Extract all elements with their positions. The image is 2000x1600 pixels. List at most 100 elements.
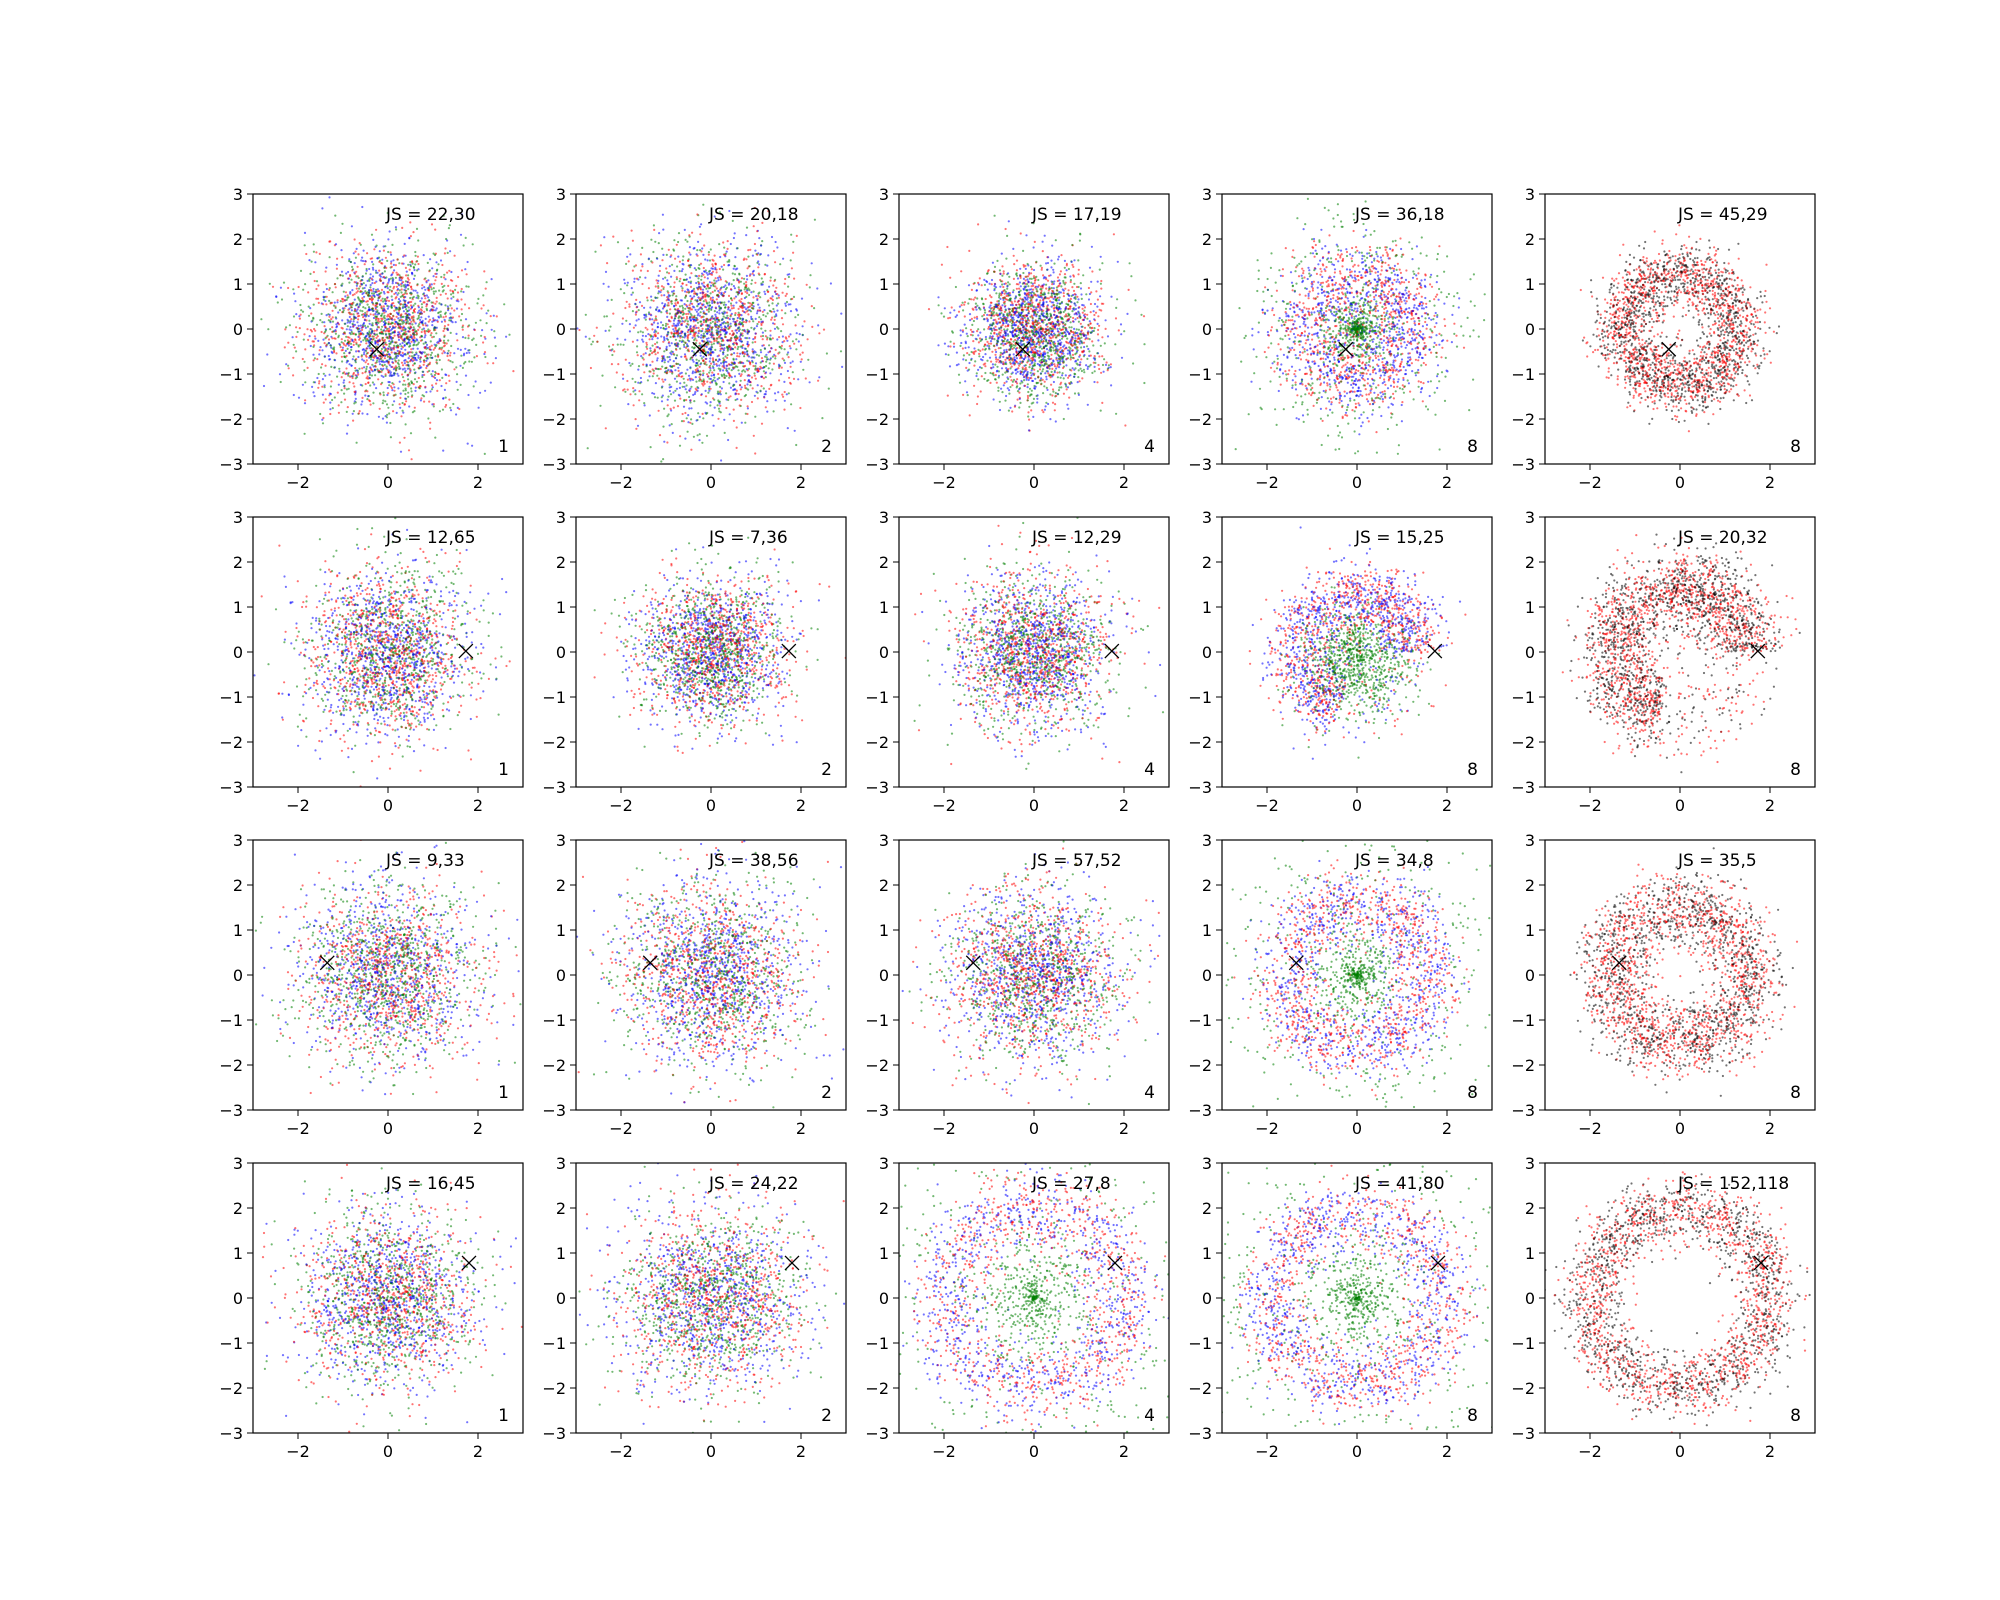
scatter-point <box>313 395 316 398</box>
scatter-point <box>494 357 497 360</box>
scatter-point <box>378 292 381 295</box>
scatter-point <box>709 352 713 355</box>
scatter-point <box>704 320 708 323</box>
scatter-point <box>652 224 656 227</box>
scatter-point <box>713 339 716 343</box>
scatter-point <box>668 299 671 302</box>
scatter-point <box>416 291 419 294</box>
scatter-point <box>341 372 345 375</box>
scatter-point <box>734 256 737 259</box>
scatter-point <box>368 267 371 271</box>
scatter-point <box>623 282 627 285</box>
scatter-point <box>724 326 727 329</box>
scatter-point <box>362 316 365 319</box>
scatter-point <box>393 334 396 337</box>
scatter-point <box>694 308 697 311</box>
scatter-point <box>387 323 390 326</box>
scatter-point <box>709 284 713 287</box>
scatter-point <box>693 400 696 403</box>
scatter-point <box>622 343 625 346</box>
scatter-point <box>652 350 655 353</box>
scatter-point <box>709 387 712 390</box>
scatter-point <box>789 361 792 364</box>
scatter-point <box>331 320 335 323</box>
scatter-point <box>388 318 391 321</box>
scatter-point <box>399 303 403 306</box>
scatter-point <box>662 425 665 428</box>
scatter-point <box>359 290 362 293</box>
scatter-point <box>301 357 304 361</box>
scatter-point <box>639 269 643 272</box>
scatter-point <box>694 376 697 379</box>
scatter-point <box>312 243 315 246</box>
scatter-point <box>576 327 579 330</box>
scatter-point <box>416 283 419 286</box>
scatter-point <box>338 309 341 312</box>
scatter-point <box>738 299 741 302</box>
scatter-point <box>460 308 463 311</box>
scatter-point <box>380 360 383 363</box>
scatter-point <box>746 407 750 410</box>
scatter-point <box>420 321 423 324</box>
scatter-point <box>751 272 754 275</box>
scatter-point <box>412 359 415 362</box>
scatter-point <box>686 349 689 352</box>
scatter-point <box>384 297 387 301</box>
scatter-point <box>369 313 372 316</box>
scatter-point <box>396 349 399 352</box>
scatter-point <box>346 296 349 299</box>
scatter-point <box>732 236 736 240</box>
scatter-point <box>700 330 703 333</box>
scatter-point <box>429 427 432 430</box>
scatter-point <box>1052 346 1055 349</box>
scatter-point <box>666 271 669 274</box>
scatter-point <box>459 233 463 236</box>
scatter-point <box>665 366 668 370</box>
scatter-point <box>675 243 678 246</box>
scatter-point <box>667 304 670 307</box>
scatter-point <box>727 339 730 342</box>
scatter-point <box>714 285 717 288</box>
scatter-point <box>693 338 696 342</box>
scatter-point <box>656 257 659 260</box>
scatter-point <box>973 316 976 319</box>
scatter-point <box>705 357 708 360</box>
scatter-point <box>752 305 755 308</box>
scatter-point <box>406 277 409 280</box>
scatter-point <box>689 421 692 424</box>
scatter-point <box>440 348 443 351</box>
scatter-point <box>355 270 358 273</box>
scatter-point <box>638 276 642 279</box>
scatter-point <box>669 308 672 311</box>
scatter-point <box>444 292 447 295</box>
scatter-point <box>669 358 672 361</box>
scatter-point <box>732 304 735 307</box>
scatter-point <box>406 373 409 377</box>
scatter-point <box>413 311 416 314</box>
scatter-point <box>318 380 321 383</box>
scatter-point <box>747 330 751 333</box>
scatter-point <box>787 335 791 338</box>
scatter-point <box>673 239 676 242</box>
scatter-point <box>697 266 700 270</box>
scatter-point <box>596 340 599 343</box>
scatter-point <box>410 380 413 383</box>
scatter-point <box>711 306 714 309</box>
scatter-point <box>673 364 676 367</box>
scatter-point <box>377 289 381 293</box>
scatter-point <box>385 343 388 346</box>
scatter-point <box>410 348 413 351</box>
scatter-point <box>424 317 427 320</box>
scatter-point <box>444 396 447 399</box>
scatter-point <box>433 373 436 377</box>
scatter-point <box>725 360 728 364</box>
scatter-point <box>692 247 695 250</box>
scatter-point <box>1058 371 1061 374</box>
scatter-point <box>651 375 654 378</box>
scatter-point <box>384 310 387 313</box>
scatter-point <box>411 364 415 367</box>
scatter-point <box>668 344 671 347</box>
scatter-point <box>718 364 721 367</box>
scatter-point <box>339 300 342 303</box>
scatter-point <box>682 255 685 258</box>
